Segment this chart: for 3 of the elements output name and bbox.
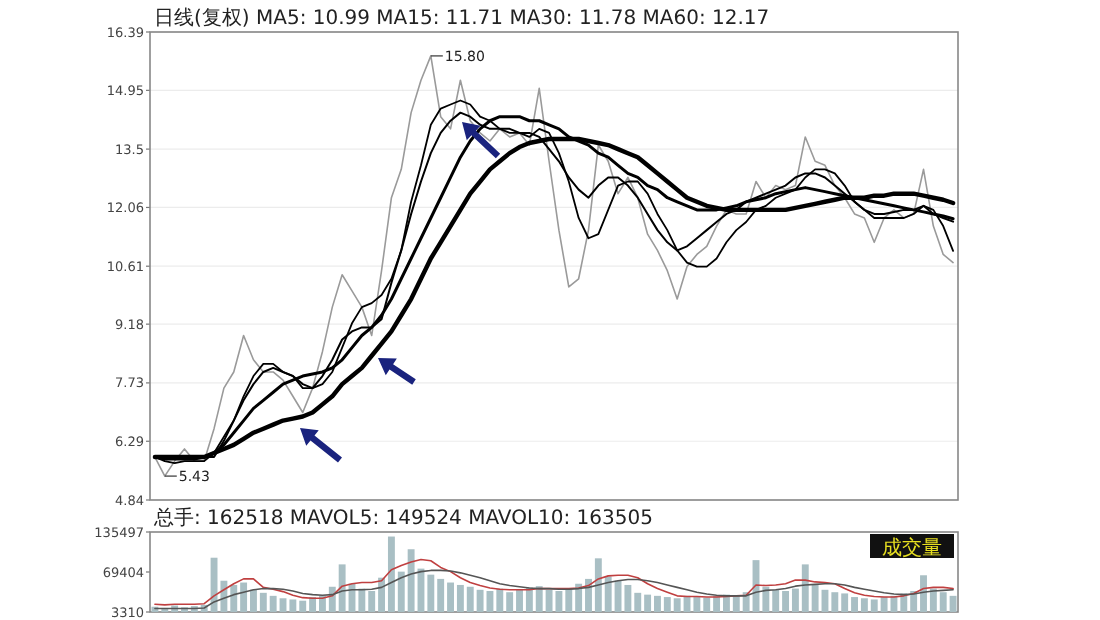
chart-title: 总手: 162518 MAVOL5: 149524 MAVOL10: 163505 (152, 506, 653, 530)
annotation: 成交量 (882, 536, 942, 560)
chart-title: 日线(复权) MA5: 10.99 MA15: 11.71 MA30: 11.78 MA60: 12.17 (154, 6, 770, 30)
